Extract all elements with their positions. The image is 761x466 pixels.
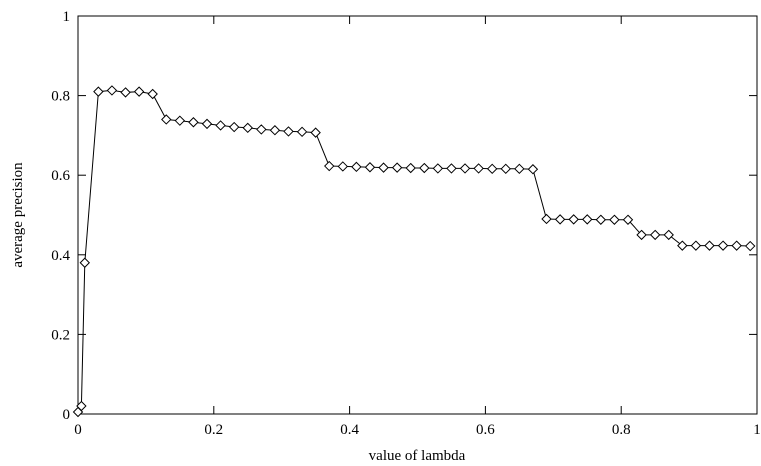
data-point-marker [609, 214, 620, 225]
data-point-marker [79, 257, 90, 268]
data-point-marker [419, 162, 430, 174]
data-point-marker [93, 86, 104, 97]
data-point-marker [405, 162, 416, 174]
x-tick-label: 0.8 [612, 422, 631, 438]
data-point-marker [324, 160, 335, 172]
y-tick-label: 0 [63, 407, 71, 423]
data-point-marker [622, 214, 634, 225]
data-point-marker [133, 86, 145, 97]
x-axis-label: value of lambda [369, 448, 466, 464]
data-point-marker [690, 240, 702, 251]
data-point-marker [76, 400, 87, 412]
data-point-marker [582, 214, 593, 225]
data-point-marker [378, 162, 389, 173]
data-point-marker [432, 163, 444, 174]
data-point-marker [147, 88, 158, 100]
data-point-marker [174, 115, 186, 126]
data-point-marker [745, 240, 756, 252]
data-point-marker [486, 163, 498, 175]
data-point-marker [636, 229, 647, 241]
data-point-marker [269, 125, 281, 136]
data-point-marker [310, 127, 321, 138]
data-point-marker [500, 163, 511, 175]
data-point-marker [201, 118, 213, 130]
x-tick-label: 0.6 [476, 422, 495, 438]
data-point-marker [595, 214, 607, 225]
plot-frame [77, 15, 758, 415]
data-point-marker [514, 163, 525, 175]
data-point-marker [731, 240, 742, 251]
data-point-marker [256, 124, 267, 135]
y-tick-label: 0.4 [51, 248, 70, 264]
data-point-marker [568, 214, 579, 225]
data-point-marker [364, 162, 376, 173]
y-tick-label: 1 [63, 9, 71, 25]
y-axis-label: average precision [10, 162, 26, 268]
y-tick-label: 0.8 [51, 89, 70, 105]
data-point-marker [527, 164, 539, 175]
series-markers [72, 85, 756, 418]
data-point-marker [120, 87, 131, 98]
x-tick-label: 0 [74, 422, 82, 438]
data-point-marker [649, 229, 661, 241]
data-point-marker [677, 240, 688, 251]
data-point-marker [161, 114, 172, 125]
data-point-marker [106, 85, 118, 96]
data-point-marker [554, 214, 566, 225]
y-tick-label: 0.6 [51, 168, 70, 184]
x-tick-label: 1 [753, 422, 761, 438]
y-tick-label: 0.2 [51, 327, 70, 343]
x-tick-label: 0.4 [340, 422, 359, 438]
data-point-marker [717, 240, 729, 251]
x-tick-label: 0.2 [204, 422, 223, 438]
y-axis-ticks: 0 0.2 0.4 0.6 0.8 1 [51, 9, 757, 423]
data-point-marker [296, 126, 308, 138]
data-point-marker [663, 229, 674, 241]
data-point-marker [446, 163, 457, 174]
data-point-marker [188, 117, 199, 128]
data-point-marker [242, 122, 253, 134]
data-point-marker [459, 163, 471, 174]
data-point-marker [473, 163, 484, 174]
data-point-marker [337, 161, 349, 172]
data-point-marker [541, 213, 552, 225]
data-point-marker [704, 240, 715, 251]
x-axis-ticks: 0 0.2 0.4 0.6 0.8 1 [74, 16, 761, 438]
data-point-marker [391, 162, 403, 173]
data-point-marker [228, 121, 240, 133]
data-point-marker [283, 126, 294, 137]
data-point-marker [215, 120, 226, 131]
series-line [77, 89, 751, 413]
data-point-marker [351, 161, 362, 173]
